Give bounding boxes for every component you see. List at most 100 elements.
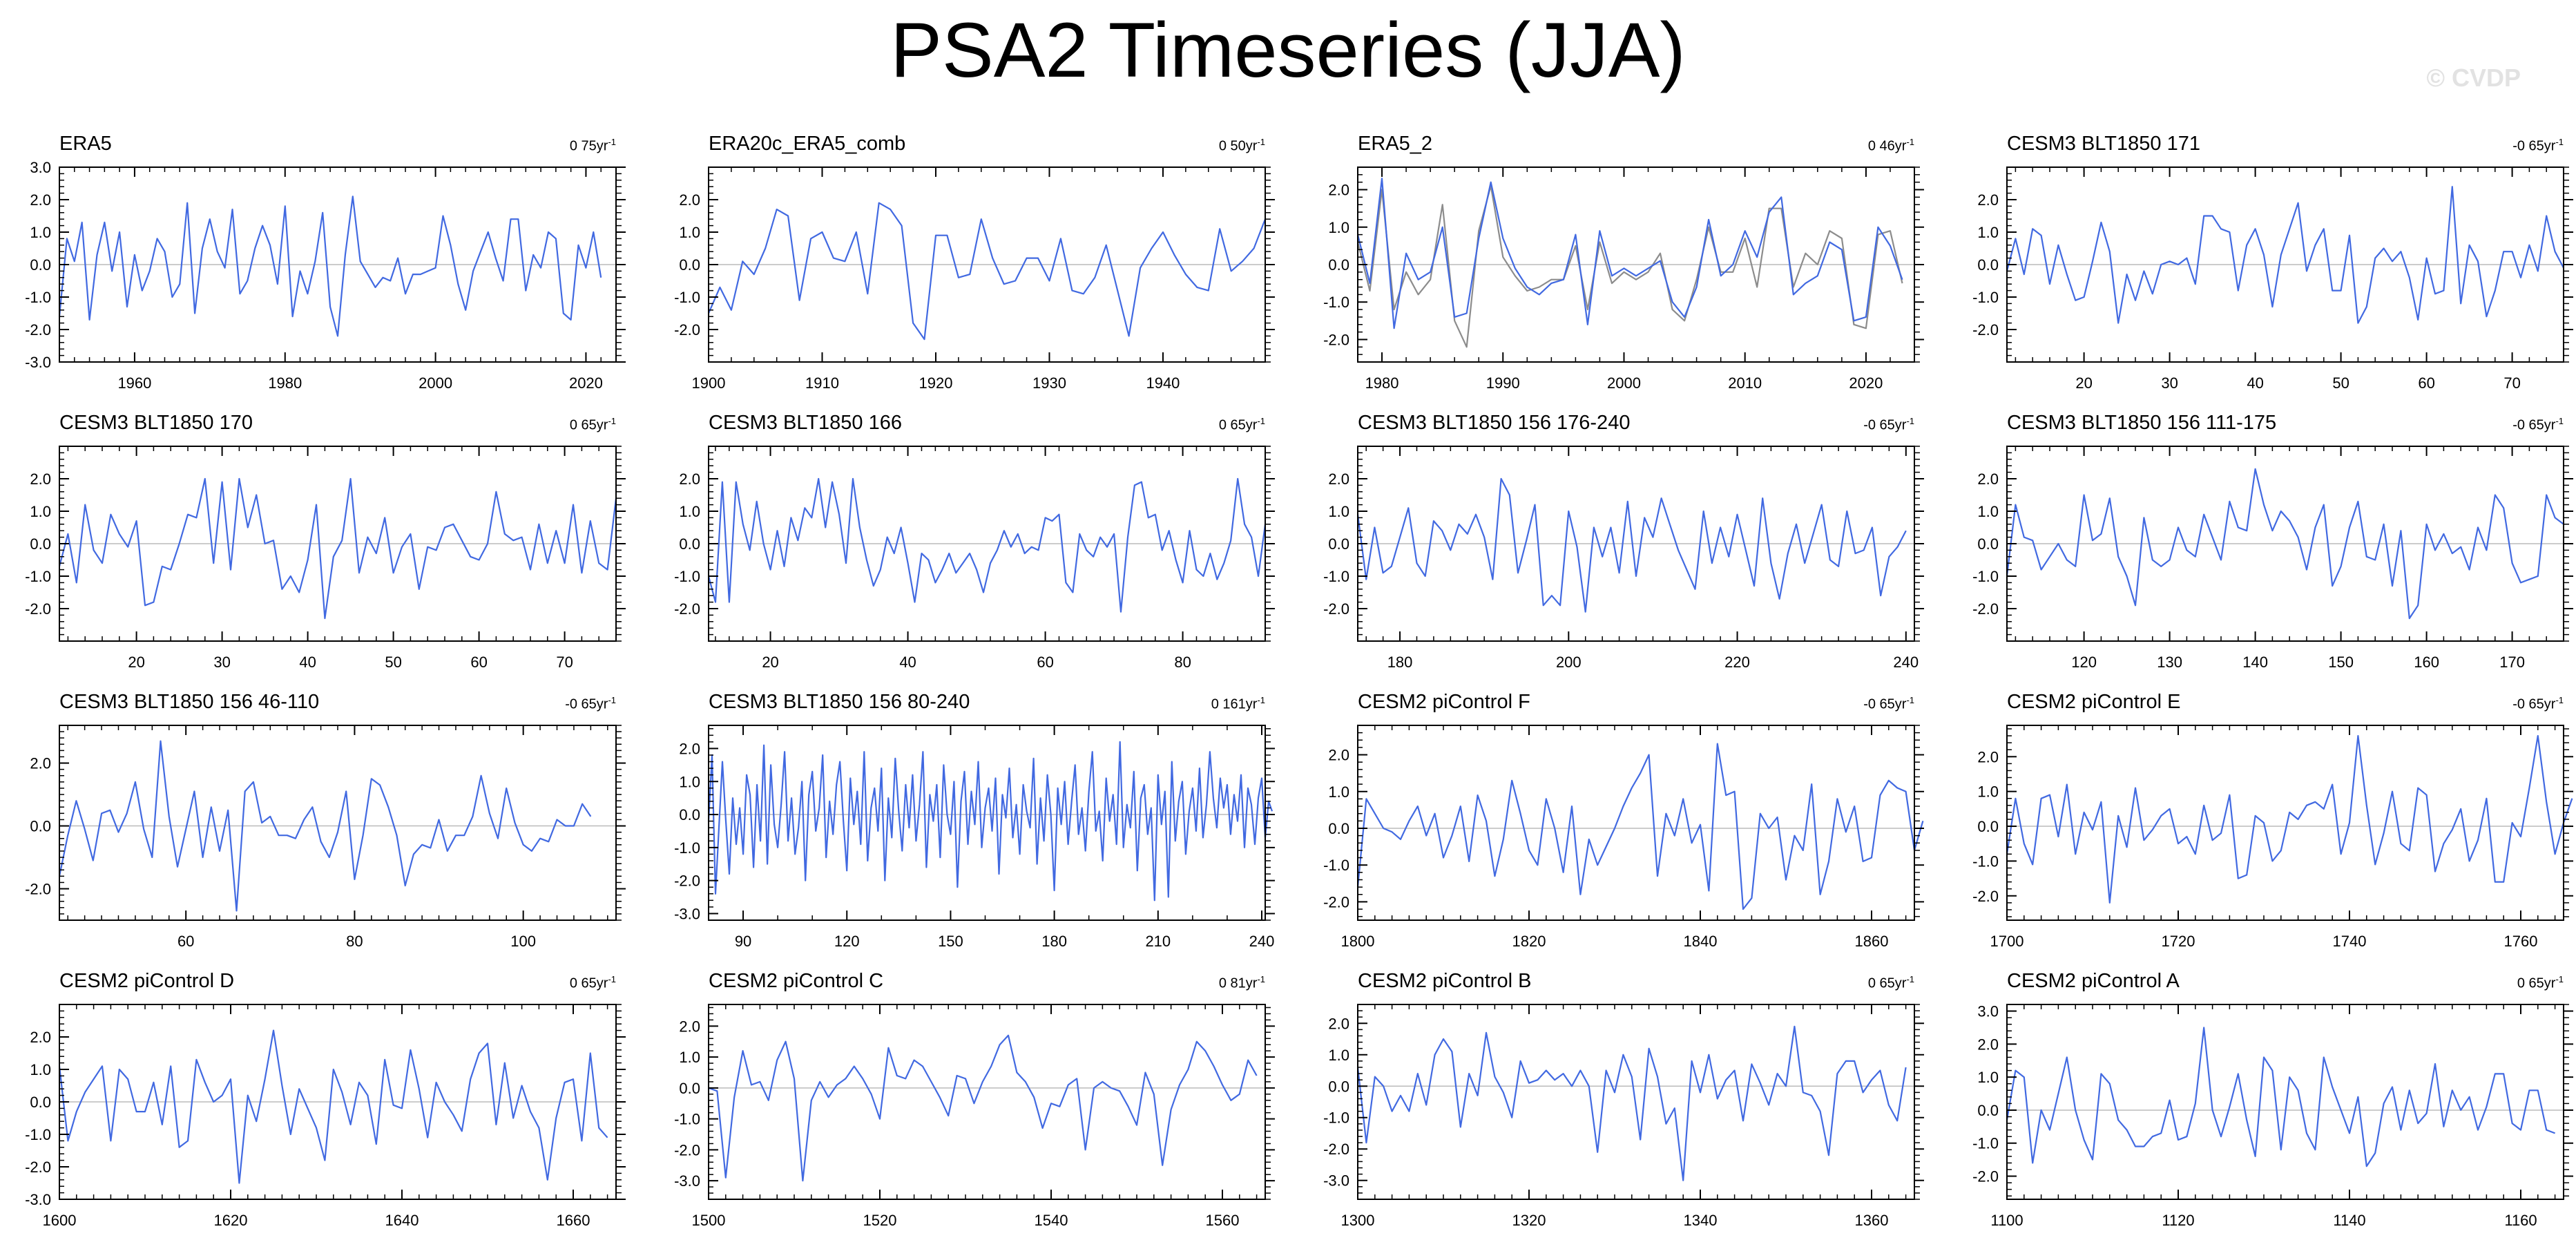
timeseries-chart: 1960 1980 2000 2020 -3.0 -2.0 -1.0 0.0 1.0 2.0 3.0 <box>25 160 626 392</box>
x-tick-label: 20 <box>128 654 144 671</box>
x-tick-label: 160 <box>2414 654 2439 671</box>
y-tick-label: -1.0 <box>1323 294 1349 311</box>
y-tick-label: -2.0 <box>1972 600 1999 618</box>
x-tick-label: 150 <box>938 933 963 950</box>
x-tick-label: 1300 <box>1341 1212 1375 1229</box>
timeseries-chart: 1800 1820 1840 1860 -2.0 -1.0 0.0 1.0 2.0 <box>1323 725 1924 950</box>
y-tick-label: -3.0 <box>674 1172 700 1190</box>
x-tick-label: 50 <box>385 654 401 671</box>
trend-value: 0 161yr <box>1211 696 1258 712</box>
panel-title: CESM2 piControl B <box>1358 970 1532 992</box>
x-tick-label: 1700 <box>1990 933 2024 950</box>
series-line <box>58 477 617 620</box>
y-tick-label: 2.0 <box>30 191 51 209</box>
panel-trend: 0 161yr-1 <box>1211 695 1265 713</box>
panel-title: CESM3 BLT1850 166 <box>709 412 902 434</box>
x-tick-label: 170 <box>2499 654 2525 671</box>
series-line <box>1356 178 1903 330</box>
timeseries-chart: 1100 1120 1140 1160 -2.0 -1.0 0.0 1.0 2.0 3.0 <box>1972 1003 2573 1229</box>
y-tick-label: 1.0 <box>679 224 700 241</box>
timeseries-chart: 60 80 100 -2.0 0.0 2.0 <box>25 725 626 950</box>
y-tick-label: -1.0 <box>1323 568 1349 585</box>
x-tick-label: 30 <box>2161 374 2178 392</box>
series-line <box>2006 735 2573 904</box>
x-tick-label: 1960 <box>117 374 151 392</box>
y-tick-label: -3.0 <box>674 905 700 922</box>
y-tick-label: 3.0 <box>1977 1003 1999 1020</box>
y-tick-label: 1.0 <box>1328 219 1349 236</box>
panel-title: ERA20c_ERA5_comb <box>709 133 906 155</box>
x-tick-label: 1800 <box>1341 933 1375 950</box>
x-tick-label: 40 <box>299 654 316 671</box>
panel-title: CESM3 BLT1850 156 80-240 <box>709 691 970 713</box>
y-tick-label: 1.0 <box>1977 783 1999 801</box>
x-tick-label: 50 <box>2332 374 2349 392</box>
y-tick-label: 0.0 <box>30 256 51 274</box>
trend-value: 0 50yr <box>1218 138 1258 154</box>
timeseries-chart: 120 130 140 150 160 170 -2.0 -1.0 0.0 1.0 2.0 <box>1972 446 2573 671</box>
y-tick-label: 1.0 <box>30 1061 51 1078</box>
y-tick-label: 1.0 <box>679 773 700 790</box>
y-tick-label: 2.0 <box>679 1018 700 1035</box>
y-tick-label: -3.0 <box>1323 1172 1349 1190</box>
x-tick-label: 70 <box>556 654 573 671</box>
panel-title: CESM3 BLT1850 170 <box>59 412 253 434</box>
trend-value: 0 65yr <box>2517 975 2556 991</box>
trend-value: -0 65yr <box>1863 696 1907 712</box>
x-tick-label: 1820 <box>1512 933 1546 950</box>
panel-trend: 0 75yr-1 <box>570 137 616 155</box>
y-tick-label: -1.0 <box>1323 1109 1349 1127</box>
y-tick-label: -2.0 <box>1323 331 1349 348</box>
x-tick-label: 2010 <box>1728 374 1762 392</box>
timeseries-chart: 1300 1320 1340 1360 -3.0 -2.0 -1.0 0.0 1.0 2.0 <box>1323 1004 1924 1229</box>
series-line <box>1356 477 1907 613</box>
y-tick-label: 0.0 <box>1328 256 1349 274</box>
y-tick-label: -2.0 <box>25 321 51 339</box>
panel-title: CESM2 piControl C <box>709 970 884 992</box>
y-tick-label: 0.0 <box>679 535 700 553</box>
series-line <box>1356 1025 1907 1181</box>
x-tick-label: 1660 <box>557 1212 590 1229</box>
panel-trend: 0 65yr-1 <box>2517 974 2564 992</box>
x-tick-label: 20 <box>2075 374 2092 392</box>
y-tick-label: 1.0 <box>1977 1069 1999 1086</box>
x-tick-label: 20 <box>762 654 778 671</box>
trend-unit: -1 <box>608 137 616 147</box>
y-tick-label: 0.0 <box>30 1094 51 1111</box>
y-tick-label: 1.0 <box>1328 1047 1349 1064</box>
y-tick-label: -1.0 <box>674 1111 700 1128</box>
timeseries-chart: 1600 1620 1640 1660 -3.0 -2.0 -1.0 0.0 1.0 2.0 <box>25 1004 626 1229</box>
x-tick-label: 100 <box>510 933 536 950</box>
y-tick-label: 0.0 <box>1328 820 1349 837</box>
panel-title: CESM2 piControl F <box>1358 691 1530 713</box>
x-tick-label: 1100 <box>1990 1212 2023 1229</box>
timeseries-chart: 20 40 60 80 -2.0 -1.0 0.0 1.0 2.0 <box>674 446 1275 671</box>
y-tick-label: -2.0 <box>674 600 700 618</box>
y-tick-label: -2.0 <box>1323 600 1349 618</box>
x-tick-label: 2020 <box>1849 374 1883 392</box>
series-line <box>707 741 1273 902</box>
panel-trend: -0 65yr-1 <box>2512 695 2564 713</box>
trend-unit: -1 <box>1906 695 1914 705</box>
x-tick-label: 2000 <box>419 374 452 392</box>
plot-frame <box>2006 1004 2564 1200</box>
x-tick-label: 1760 <box>2504 933 2538 950</box>
panel-title: CESM3 BLT1850 156 46-110 <box>59 691 320 713</box>
x-tick-label: 2020 <box>569 374 603 392</box>
x-tick-label: 140 <box>2242 654 2268 671</box>
trend-unit: -1 <box>1906 416 1914 426</box>
y-tick-label: 0.0 <box>1328 535 1349 553</box>
y-tick-label: 2.0 <box>30 470 51 488</box>
timeseries-chart: 90 120 150 180 210 240 -3.0 -2.0 -1.0 0.0 1.0 2.0 <box>674 725 1275 950</box>
y-tick-label: -1.0 <box>1972 289 1999 306</box>
trend-value: -0 65yr <box>2512 696 2556 712</box>
trend-value: 0 65yr <box>569 417 608 433</box>
x-tick-label: 1980 <box>1365 374 1399 392</box>
trend-value: 0 65yr <box>1867 975 1907 991</box>
x-tick-label: 40 <box>2247 374 2263 392</box>
timeseries-chart: 20 30 40 50 60 70 -2.0 -1.0 0.0 1.0 2.0 <box>25 446 626 671</box>
y-tick-label: -2.0 <box>1323 1141 1349 1158</box>
series-line <box>707 202 1267 341</box>
x-tick-label: 1560 <box>1206 1212 1240 1229</box>
trend-value: -0 65yr <box>2512 138 2556 154</box>
